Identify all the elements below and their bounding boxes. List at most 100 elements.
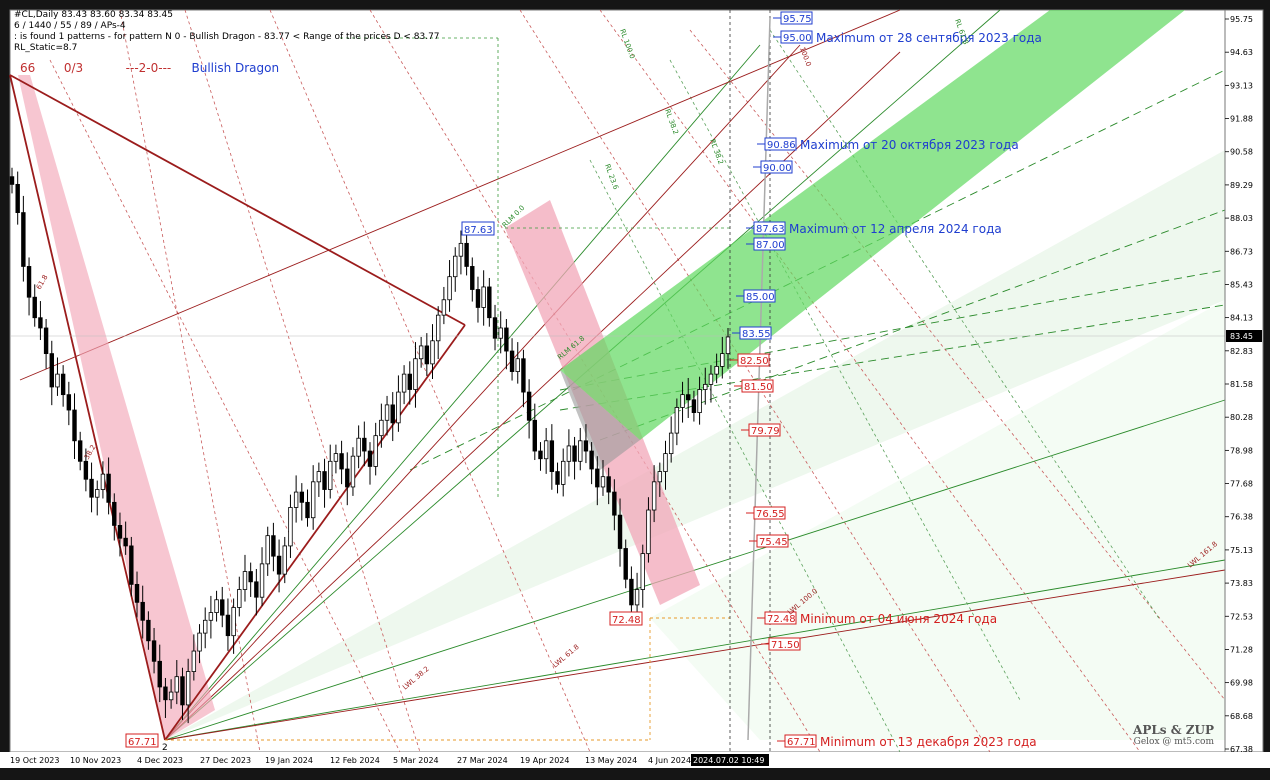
candle-body [203, 619, 208, 634]
current-price-label: 83.45 [1230, 332, 1253, 341]
green-band [560, 10, 1185, 440]
candle-body [651, 481, 657, 511]
candle-body [407, 373, 412, 390]
candle-body [413, 358, 418, 390]
candle-body [714, 366, 719, 375]
price-label-note: Minimum от 04 июня 2024 года [800, 612, 997, 626]
candle-body [583, 440, 589, 452]
grey-overlap [560, 370, 640, 470]
candle-body [504, 327, 509, 352]
watermark: APLs & ZUP Gelox @ mt5.com [1133, 723, 1214, 747]
candle-body [600, 476, 606, 488]
candle-body [703, 383, 708, 390]
price-label-box [756, 534, 789, 548]
candle-body [447, 276, 452, 301]
x-tick-label: 2024.07.02 10:49 [693, 756, 764, 765]
candle-body [521, 358, 526, 393]
candle-body [191, 650, 197, 672]
pattern-name: Bullish Dragon [191, 61, 280, 75]
price-label-note: Maximum от 20 октября 2023 года [800, 138, 1019, 152]
candle-body [316, 471, 322, 483]
candle-body [146, 619, 151, 642]
candle-body [697, 389, 702, 413]
x-tick-label: 12 Feb 2024 [330, 756, 380, 765]
x-tick-label: 27 Mar 2024 [457, 756, 508, 765]
candle-body [515, 358, 520, 372]
candle-body [49, 353, 54, 388]
candle-body [617, 514, 623, 549]
candle-body [566, 445, 572, 462]
candle-body [720, 353, 725, 367]
candle-body [305, 501, 310, 519]
candle-body [549, 440, 555, 472]
candle-body [100, 473, 106, 490]
candle-body [464, 242, 469, 267]
pivot-label-box [609, 611, 643, 626]
price-label-box [760, 160, 793, 174]
x-tick-label: 5 Mar 2024 [393, 756, 439, 765]
candle-body [106, 473, 111, 503]
price-label-value: 90.00 [763, 163, 792, 174]
pivot-label-box [461, 221, 495, 236]
candle-body [686, 394, 691, 401]
candle-body [441, 299, 447, 316]
x-tick-label: 10 Nov 2023 [70, 756, 121, 765]
price-label-box [741, 379, 774, 393]
candle-body [237, 589, 242, 608]
price-label-value: 82.50 [740, 356, 769, 367]
pattern-leg-xa [9, 74, 166, 741]
fib-red-dotted-6 [689, 29, 1226, 701]
candle-body [606, 476, 611, 493]
candle-body [26, 266, 32, 298]
y-tick-label: 82.83 [1230, 347, 1253, 356]
candle-body [248, 571, 253, 583]
candle-body [543, 440, 549, 460]
fib-green-dotted-1 [769, 29, 1161, 621]
candle-body [475, 289, 481, 308]
fib-green-dotted-0 [669, 59, 1021, 701]
pattern-n2: 0/3 [63, 61, 84, 75]
fib-red-0 [164, 569, 1226, 741]
candle-body [526, 391, 532, 421]
candle-body [89, 478, 94, 498]
candle-body [225, 614, 231, 637]
fib-green-3 [164, 559, 1226, 741]
x-tick-label: 13 May 2024 [585, 756, 637, 765]
candle-body [271, 535, 276, 557]
price-label-value: 87.63 [756, 224, 785, 235]
candle-body [640, 553, 645, 590]
candle-body [708, 373, 714, 385]
x-tick-label: 19 Jan 2024 [265, 756, 313, 765]
price-label-value: 67.71 [787, 737, 816, 748]
candle-body [95, 489, 100, 498]
candle-body [356, 437, 361, 457]
pattern-found-line: : is found 1 patterns - for pattern N 0 … [14, 32, 440, 42]
candle-body [470, 266, 475, 290]
candle-body [424, 345, 430, 365]
y-tick-label: 80.28 [1230, 413, 1253, 422]
candle-body [373, 435, 378, 467]
candle-body [612, 491, 617, 516]
candle-body [418, 345, 424, 360]
pattern-leg-ab [9, 74, 466, 326]
y-tick-label: 72.53 [1230, 612, 1253, 621]
candle-body [208, 612, 214, 621]
watermark-title: APLs & ZUP [1133, 723, 1214, 737]
candle-body [197, 632, 202, 652]
candle-body [345, 468, 350, 488]
y-tick-label: 91.88 [1230, 115, 1253, 124]
candle-body [220, 599, 225, 616]
now-time-box [691, 754, 769, 766]
candle-body [322, 471, 327, 490]
candle-body [174, 676, 179, 693]
price-label-box [764, 611, 797, 625]
fib-red-dotted-3 [599, 9, 1141, 753]
y-tick-label: 75.13 [1230, 546, 1253, 555]
candle-body [214, 599, 219, 613]
pattern-row: 66 0/3 ---2-0--- Bullish Dragon [20, 61, 279, 75]
candle-body [487, 286, 492, 319]
pivot-label-value: 67.71 [128, 737, 157, 748]
price-label-note: Minimum от 13 декабря 2023 года [820, 735, 1037, 749]
y-tick-label: 93.13 [1230, 81, 1253, 90]
